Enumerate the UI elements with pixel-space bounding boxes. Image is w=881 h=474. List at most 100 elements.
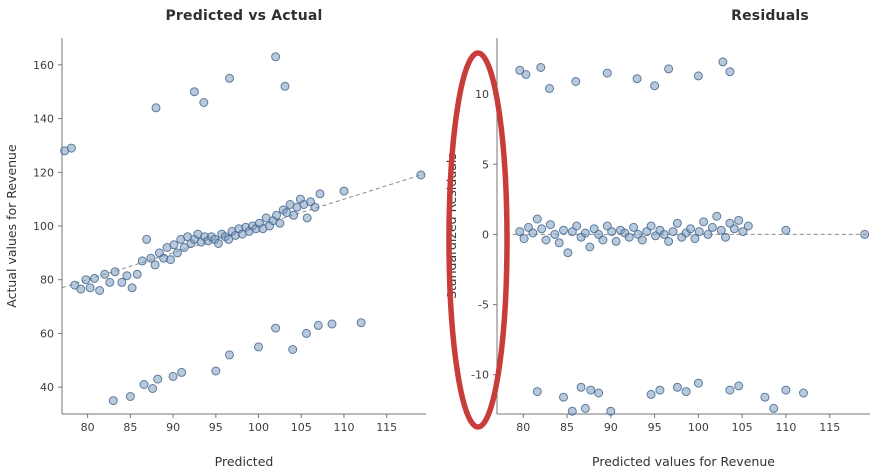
scatter-point [693, 71, 703, 81]
scatter-point [860, 229, 870, 239]
scatter-point [100, 269, 110, 279]
y-axis-label: Standardized Residuals [444, 153, 459, 299]
scatter-point [150, 260, 160, 270]
x-tick-label: 100 [248, 421, 269, 434]
scatter-point [224, 234, 234, 244]
scatter-point [169, 240, 179, 250]
scatter-point [90, 273, 99, 283]
scatter-point [199, 98, 209, 107]
y-axis-label: Actual values for Revenue [4, 144, 19, 308]
scatter-point [148, 384, 158, 393]
y-tick-label: 10 [475, 88, 489, 101]
y-tick-label: 160 [33, 59, 54, 72]
scatter-point [127, 283, 137, 293]
scatter-point [672, 218, 682, 228]
scatter-point [607, 227, 617, 237]
scatter-point [225, 73, 234, 83]
scatter-point [707, 222, 717, 232]
scatter-point [110, 267, 120, 277]
scatter-point [650, 81, 660, 91]
scatter-point [177, 367, 187, 377]
scatter-point [646, 221, 656, 231]
scatter-point [718, 57, 728, 67]
scatter-point [213, 239, 223, 248]
x-tick-label: 110 [333, 421, 354, 434]
scatter-point [301, 328, 311, 338]
x-tick-label: 85 [560, 421, 574, 434]
scatter-point [693, 378, 703, 388]
scatter-point [310, 202, 320, 212]
scatter-point [416, 170, 426, 180]
y-tick-label: 5 [482, 158, 489, 171]
scatter-point [734, 381, 744, 391]
scatter-point [166, 255, 175, 265]
chart-title: Predicted vs Actual [165, 8, 322, 24]
scatter-point [95, 286, 105, 295]
scatter-point [712, 211, 722, 221]
scatter-point [271, 323, 281, 333]
scatter-point [655, 385, 665, 395]
scatter-point [664, 236, 674, 246]
scatter-point [664, 64, 674, 74]
scatter-point [799, 388, 808, 398]
scatter-point [122, 271, 132, 281]
x-axis-label: Predicted [215, 454, 274, 469]
scatter-point [139, 380, 149, 389]
scatter-point [537, 224, 547, 234]
x-tick-label: 100 [688, 421, 709, 434]
scatter-point [781, 225, 791, 235]
y-tick-label: 60 [40, 327, 54, 340]
scatter-point [646, 389, 656, 399]
scatter-point [699, 217, 709, 227]
scatter-point [76, 284, 86, 294]
scatter-point [519, 234, 529, 244]
scatter-point [576, 382, 586, 392]
scatter-point [743, 221, 753, 231]
scatter-point [211, 366, 221, 376]
y-tick-label: 120 [33, 166, 54, 179]
scatter-point [567, 406, 577, 416]
scatter-point [288, 345, 298, 354]
residuals-plot: 80 85 90 95 100 105 110 115 -10 -5 0 5 10 Residuals Pr… [444, 8, 870, 469]
scatter-point [624, 232, 634, 242]
scatter-point [559, 225, 568, 235]
scatter-point [125, 392, 135, 401]
scatter-point [313, 320, 323, 330]
scatter-point [254, 342, 263, 352]
scatter-point [629, 222, 639, 232]
scatter-point [151, 103, 161, 113]
scatter-point [637, 235, 647, 245]
scatter-point [172, 248, 182, 258]
scatter-point [545, 84, 554, 93]
scatter-point [781, 385, 791, 395]
x-tick-label: 90 [166, 421, 180, 434]
scatter-point [690, 234, 700, 244]
y-tick-label: 80 [40, 274, 54, 287]
scatter-point [585, 242, 595, 252]
scatter-point [153, 374, 163, 384]
scatter-point [532, 387, 542, 397]
scatter-point [769, 403, 779, 413]
scatter-point [725, 67, 735, 77]
scatter-point [515, 227, 525, 237]
x-tick-label: 105 [291, 421, 312, 434]
scatter-point [189, 87, 199, 97]
scatter-point [716, 225, 726, 235]
scatter-point [168, 371, 178, 381]
scatter-point [271, 52, 281, 62]
scatter-point [179, 243, 189, 252]
y-tick-label: 0 [482, 228, 489, 241]
scatter-point [659, 229, 669, 239]
scatter-point [668, 227, 678, 237]
scatter-point [81, 275, 91, 285]
y-tick-label: -10 [471, 369, 489, 382]
x-tick-label: 85 [123, 421, 137, 434]
scatter-point [580, 228, 590, 238]
scatter-point [563, 248, 573, 258]
scatter-point [117, 277, 127, 287]
scatter-point [515, 65, 525, 75]
scatter-point [85, 283, 95, 293]
scatter-point [289, 210, 299, 220]
scatter-point [356, 318, 366, 328]
